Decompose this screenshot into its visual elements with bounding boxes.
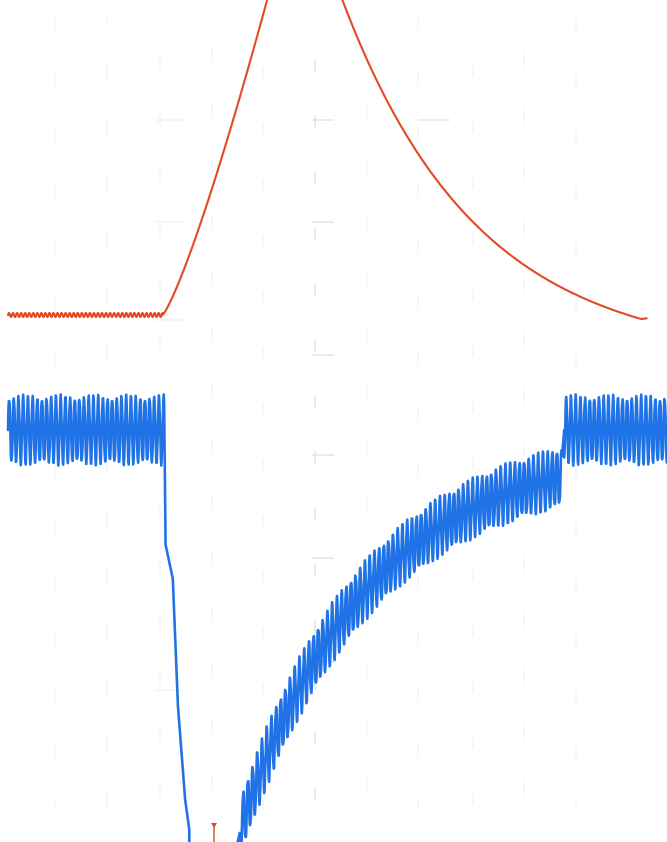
series-line-blue-after: [236, 393, 667, 842]
traces: [6, 0, 667, 842]
series-line-red: [6, 0, 648, 321]
series-line-blue-before: [6, 393, 191, 842]
markers: [211, 823, 217, 842]
trigger-marker-head: [211, 823, 217, 828]
trigger-marker-icon: [211, 823, 217, 842]
